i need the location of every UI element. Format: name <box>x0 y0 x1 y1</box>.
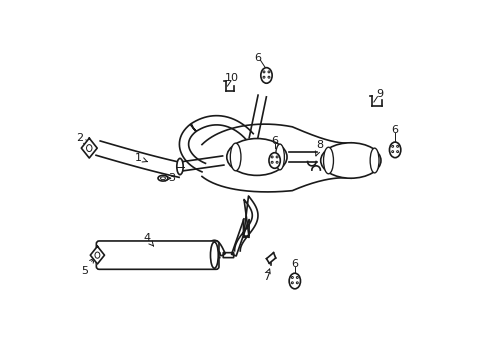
Text: 5: 5 <box>81 258 94 276</box>
Text: 4: 4 <box>143 234 153 246</box>
Text: 10: 10 <box>224 73 239 83</box>
Text: 9: 9 <box>376 89 383 99</box>
Ellipse shape <box>268 153 280 168</box>
Text: 7: 7 <box>263 269 270 283</box>
Ellipse shape <box>177 158 183 175</box>
Ellipse shape <box>323 147 333 174</box>
Ellipse shape <box>260 68 272 83</box>
Ellipse shape <box>210 242 218 268</box>
Ellipse shape <box>158 175 167 181</box>
Text: 6: 6 <box>291 259 298 269</box>
Ellipse shape <box>226 139 286 175</box>
Text: 3: 3 <box>168 173 175 183</box>
Ellipse shape <box>369 148 378 173</box>
Ellipse shape <box>230 143 241 171</box>
FancyBboxPatch shape <box>96 241 219 269</box>
Text: 6: 6 <box>270 136 278 146</box>
Text: 2: 2 <box>76 133 88 144</box>
Ellipse shape <box>388 142 400 158</box>
Polygon shape <box>90 246 104 264</box>
Text: 8: 8 <box>315 140 323 156</box>
Text: 6: 6 <box>391 125 398 135</box>
Polygon shape <box>81 138 97 158</box>
Ellipse shape <box>320 143 380 178</box>
Text: 1: 1 <box>134 153 147 163</box>
Ellipse shape <box>288 273 300 289</box>
Text: 6: 6 <box>254 53 261 63</box>
Ellipse shape <box>275 144 284 170</box>
